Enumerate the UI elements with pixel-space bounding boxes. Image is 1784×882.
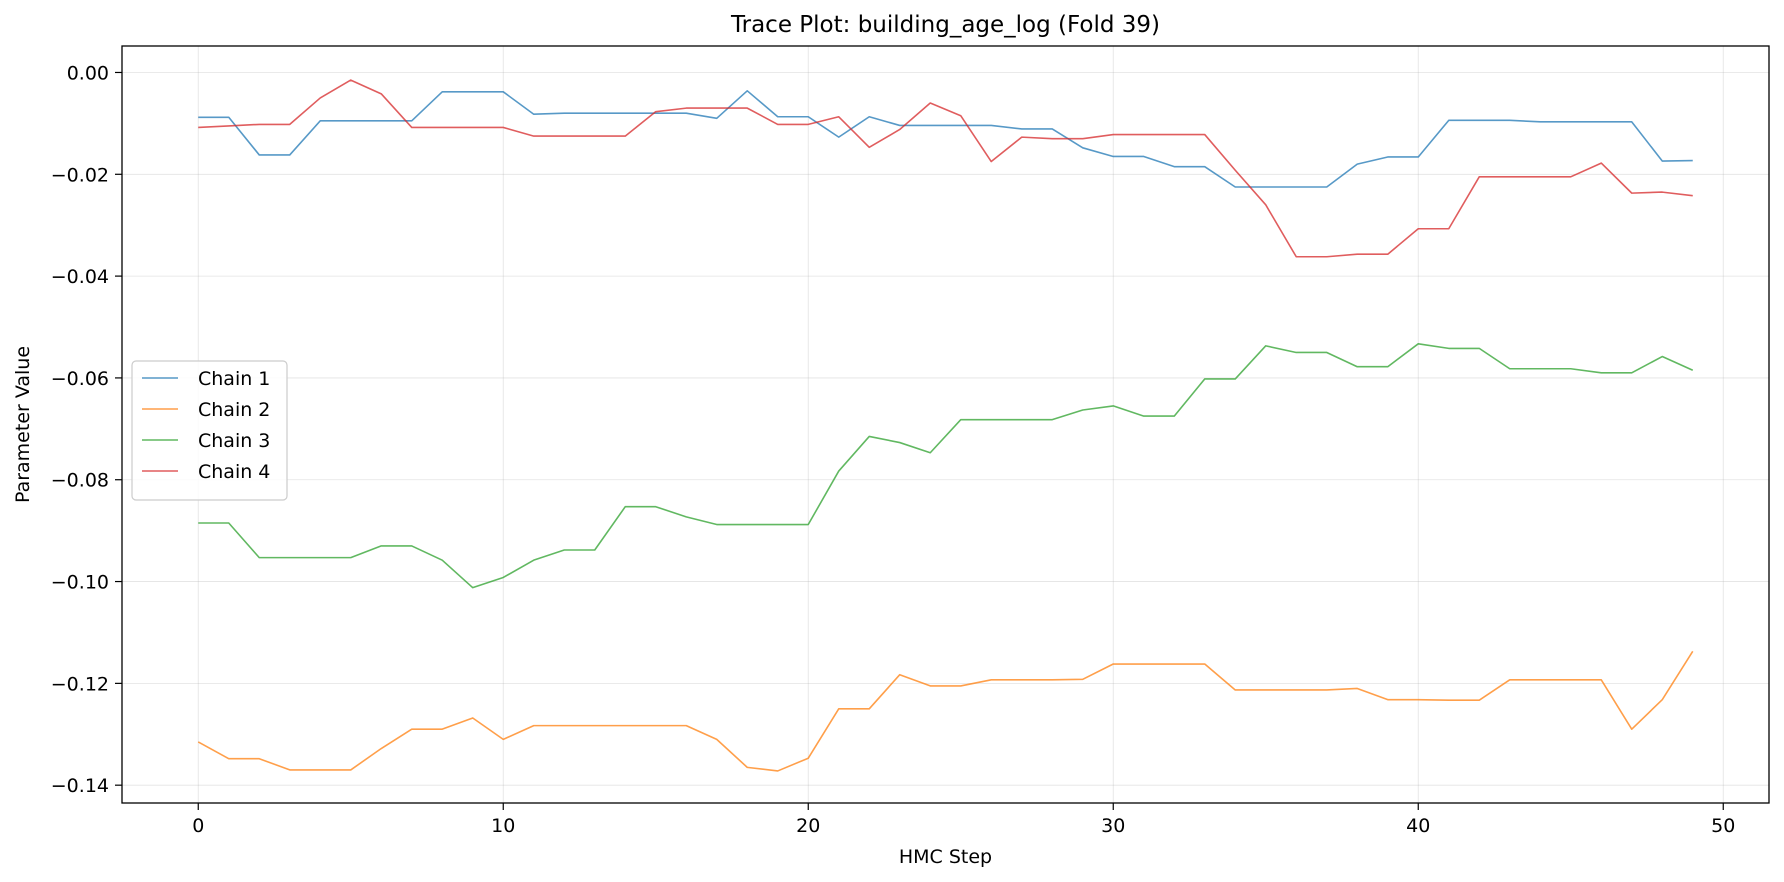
y-axis-ticks: 0.00 −0.02 −0.04 −0.06 −0.08 −0.10 −0.12 −0.14: [51, 62, 122, 797]
legend-label: Chain 1: [198, 368, 270, 390]
x-tick-label: 10: [491, 815, 515, 837]
series-line-chain-2: [197, 650, 1694, 772]
legend-label: Chain 4: [198, 461, 270, 483]
y-tick-label: 0.00: [67, 62, 109, 84]
chart-title: Trace Plot: building_age_log (Fold 39): [730, 12, 1160, 38]
series-line-chain-1: [198, 90, 1693, 188]
grid-lines: [122, 46, 1769, 803]
legend-box: [131, 360, 288, 501]
y-tick-label: −0.08: [51, 470, 109, 492]
y-tick-label: −0.14: [51, 775, 109, 797]
x-tick-label: 40: [1406, 815, 1430, 837]
series-line-chain-4: [198, 79, 1693, 258]
x-tick-label: 30: [1101, 815, 1125, 837]
x-axis-ticks: 0 10 20 30 40 50: [192, 803, 1735, 837]
plot-frame: [121, 45, 1770, 804]
series-line-chain-3: [198, 343, 1694, 589]
y-tick-label: −0.02: [51, 164, 109, 186]
y-tick-label: −0.04: [51, 266, 109, 288]
x-tick-label: 20: [796, 815, 820, 837]
series-lines: [197, 79, 1694, 772]
y-axis-label: Parameter Value: [12, 346, 34, 503]
x-tick-label: 50: [1711, 815, 1735, 837]
y-tick-label: −0.10: [51, 572, 109, 594]
legend-label: Chain 3: [198, 430, 270, 452]
y-tick-label: −0.06: [51, 368, 109, 390]
x-tick-label: 0: [192, 815, 204, 837]
legend: Chain 1 Chain 2 Chain 3 Chain 4: [131, 360, 288, 501]
legend-label: Chain 2: [198, 399, 270, 421]
x-axis-label: HMC Step: [899, 846, 992, 868]
y-tick-label: −0.12: [51, 673, 109, 695]
